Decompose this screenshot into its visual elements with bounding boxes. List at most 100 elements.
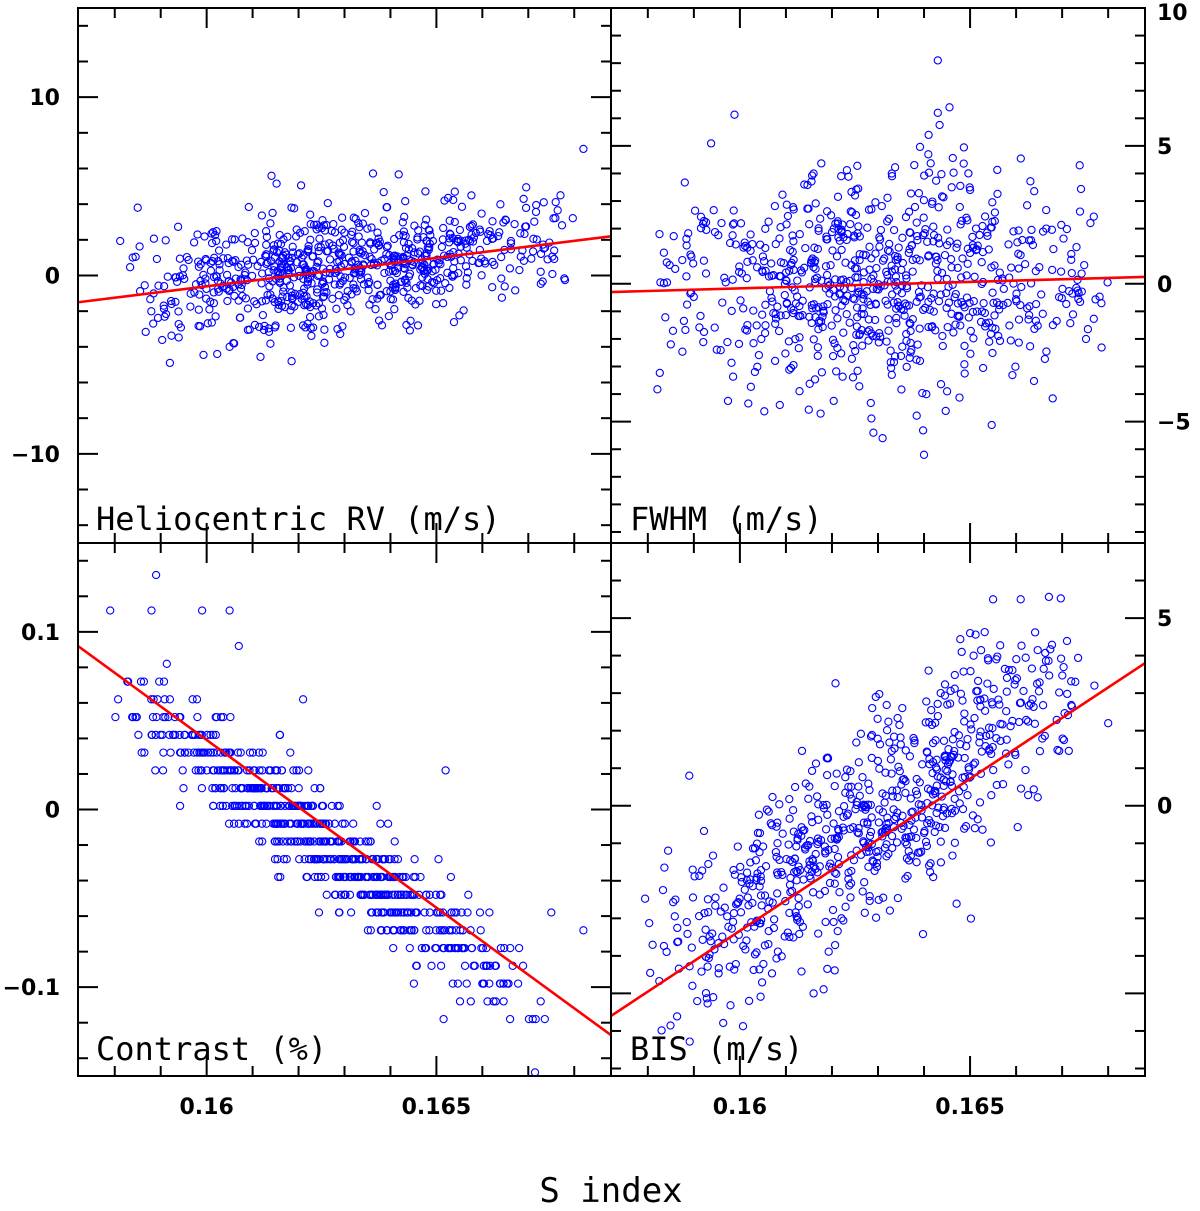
data-point: [338, 322, 347, 331]
data-point: [941, 777, 951, 786]
data-point: [379, 216, 389, 225]
data-point: [1033, 793, 1042, 802]
data-point: [769, 923, 779, 933]
data-point: [757, 334, 766, 344]
data-point: [701, 925, 710, 934]
data-point: [425, 926, 434, 935]
data-point: [826, 211, 836, 220]
data-point: [814, 815, 823, 824]
y-tick-label: 0.1: [21, 621, 60, 646]
data-point: [719, 1018, 728, 1028]
data-point: [794, 344, 803, 353]
data-point: [810, 243, 819, 252]
data-point: [919, 196, 929, 205]
data-point-outlier: [1104, 719, 1113, 728]
data-point: [887, 769, 896, 778]
data-point: [380, 890, 389, 899]
data-point: [746, 246, 755, 255]
data-point: [980, 706, 990, 715]
data-point: [528, 247, 538, 256]
data-point: [959, 667, 968, 676]
data-point: [814, 224, 823, 233]
data-point: [752, 321, 761, 330]
data-point: [994, 695, 1003, 704]
data-point: [905, 820, 914, 830]
data-point: [699, 327, 709, 337]
data-point: [898, 342, 907, 351]
data-point: [416, 281, 425, 290]
data-point: [948, 770, 957, 779]
data-point: [822, 770, 832, 780]
data-point: [384, 267, 394, 276]
x-tick-label: 0.16: [713, 1095, 767, 1120]
data-point: [234, 296, 243, 305]
data-point: [240, 819, 249, 828]
data-point: [260, 321, 269, 331]
data-point: [207, 229, 216, 238]
data-point: [305, 312, 315, 322]
data-point: [304, 241, 313, 251]
data-point: [335, 872, 344, 882]
data-point: [1035, 747, 1045, 756]
data-point: [250, 801, 259, 811]
data-point: [300, 227, 309, 236]
data-point: [912, 355, 921, 364]
data-point: [928, 322, 937, 331]
data-point: [922, 697, 931, 706]
data-point: [892, 277, 901, 287]
data-point: [755, 965, 764, 974]
data-point: [849, 341, 858, 350]
data-point: [865, 896, 874, 906]
data-point: [943, 767, 952, 776]
data-point-outlier: [441, 766, 450, 775]
data-point: [769, 271, 778, 280]
data-point: [936, 380, 946, 389]
data-point: [335, 801, 344, 811]
data-point: [171, 297, 180, 307]
data-point: [854, 829, 863, 838]
data-point: [961, 822, 971, 831]
data-point: [250, 228, 259, 238]
data-point: [343, 300, 352, 310]
data-point: [409, 979, 419, 988]
data-point: [897, 289, 907, 298]
data-point: [759, 959, 768, 969]
data-point: [300, 301, 309, 310]
data-point: [738, 1022, 748, 1031]
data-point: [727, 358, 736, 367]
data-point: [296, 837, 305, 846]
data-point: [265, 282, 274, 291]
data-point: [1075, 297, 1085, 307]
data-point: [295, 855, 304, 864]
data-point: [1013, 238, 1022, 247]
data-point: [422, 215, 431, 224]
data-point: [322, 890, 331, 899]
data-point: [496, 200, 505, 209]
data-point: [383, 890, 392, 899]
data-point: [829, 396, 838, 406]
data-point: [693, 996, 702, 1006]
data-point: [808, 888, 818, 897]
data-point: [531, 1014, 540, 1024]
data-point: [821, 825, 831, 834]
data-point: [273, 855, 282, 864]
data-point: [758, 252, 768, 261]
data-point: [280, 801, 290, 811]
data-point: [890, 352, 900, 361]
data-point: [483, 997, 492, 1006]
data-point: [805, 379, 814, 388]
data-point: [440, 196, 449, 205]
data-point: [389, 943, 398, 953]
data-point: [162, 659, 171, 668]
data-point: [655, 368, 664, 378]
data-point: [1103, 278, 1112, 287]
data-point: [748, 256, 757, 265]
data-point: [730, 110, 739, 119]
y-tick-label: 0: [45, 265, 60, 290]
data-point: [845, 881, 854, 890]
data-point: [214, 246, 224, 255]
data-point: [149, 319, 158, 328]
data-point: [358, 247, 367, 256]
data-point: [258, 748, 267, 757]
data-point: [837, 225, 846, 234]
